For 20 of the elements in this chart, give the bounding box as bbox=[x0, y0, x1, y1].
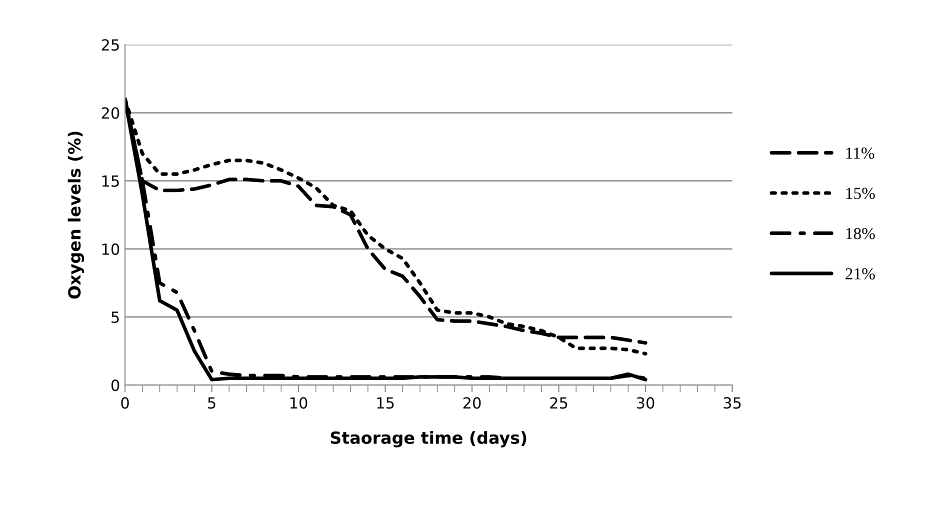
x-tick-label: 35 bbox=[724, 397, 741, 409]
legend-label: 18% bbox=[846, 228, 875, 240]
legend-label: 21% bbox=[846, 268, 875, 280]
y-tick-label: 0 bbox=[111, 380, 120, 392]
y-tick-label: 15 bbox=[102, 176, 119, 187]
legend-label: 11% bbox=[846, 148, 874, 159]
y-tick-label: 10 bbox=[102, 243, 120, 255]
legend-label: 15% bbox=[846, 188, 875, 200]
y-axis-title: Oxygen levels (%) bbox=[68, 132, 84, 299]
x-tick-label: 15 bbox=[377, 397, 394, 409]
x-tick-label: 5 bbox=[208, 397, 216, 409]
x-axis-title: Staorage time (days) bbox=[330, 431, 526, 448]
x-tick-label: 25 bbox=[550, 397, 568, 409]
y-tick-label: 5 bbox=[112, 312, 119, 324]
x-tick-label: 0 bbox=[121, 397, 129, 409]
x-tick-label: 20 bbox=[463, 397, 481, 409]
y-tick-label: 25 bbox=[102, 39, 119, 51]
x-tick-label: 30 bbox=[636, 397, 654, 409]
y-tick-label: 20 bbox=[102, 107, 120, 119]
x-tick-label: 10 bbox=[290, 397, 308, 409]
